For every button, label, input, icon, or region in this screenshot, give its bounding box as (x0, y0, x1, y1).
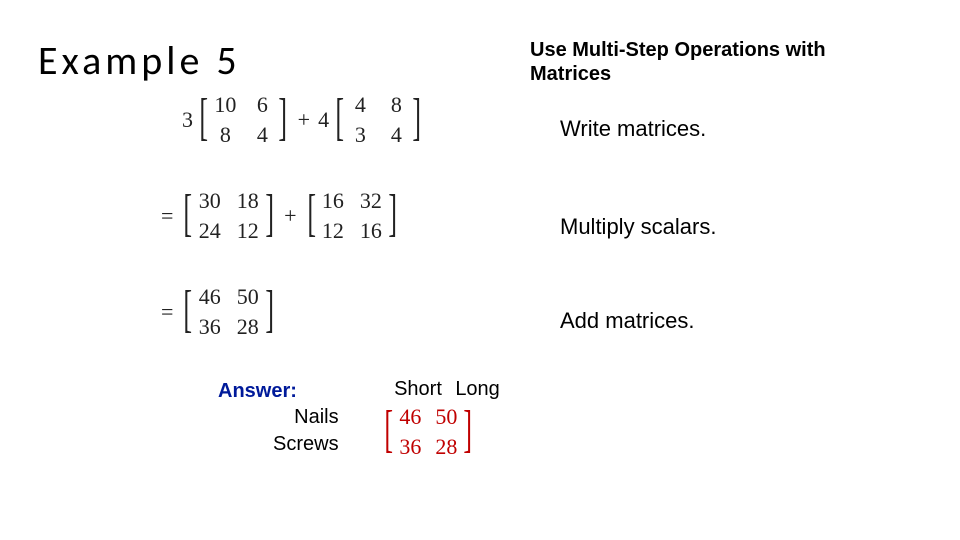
matrix-a1: [ 10 6 8 4 ] (195, 92, 292, 148)
cell: 16 (322, 188, 344, 214)
bracket-left-icon: [ (184, 284, 193, 336)
cell: 12 (322, 218, 344, 244)
matrix-result: [ 46 50 36 28 ] (179, 284, 278, 340)
cell: 6 (252, 92, 272, 118)
bracket-left-icon: [ (384, 404, 393, 456)
bracket-right-icon: ] (388, 188, 397, 240)
step-label-1: Write matrices. (560, 116, 706, 142)
answer-row-labels: Nails Screws (265, 404, 345, 458)
matrix-b1: [ 4 8 3 4 ] (331, 92, 426, 148)
answer-matrix: [ 46 50 36 28 ] (380, 404, 477, 460)
subtitle-line-2: Matrices (530, 63, 611, 85)
cell: 16 (360, 218, 382, 244)
cell: 8 (386, 92, 406, 118)
step-label-3: Add matrices. (560, 308, 695, 334)
row-label-screws: Screws (265, 431, 345, 458)
equation-step-3: = [ 46 50 36 28 ] (155, 284, 278, 340)
equals-operator: = (155, 299, 179, 325)
equals-operator: = (155, 203, 179, 229)
bracket-left-icon: [ (199, 92, 208, 144)
equation-step-2: = [ 30 18 24 12 ] + [ 16 32 12 16 ] (155, 188, 401, 244)
cell: 46 (399, 404, 421, 430)
plus-operator: + (292, 107, 316, 133)
col-header-long: Long (452, 378, 504, 401)
matrix-b2: [ 16 32 12 16 ] (303, 188, 402, 244)
scalar-a: 3 (180, 107, 195, 133)
cell: 24 (199, 218, 221, 244)
bracket-left-icon: [ (335, 92, 344, 144)
answer-label: Answer: (218, 380, 297, 403)
section-heading: Use Multi-Step Operations with Matrices (530, 38, 880, 86)
cell: 18 (237, 188, 259, 214)
cell: 3 (350, 122, 370, 148)
col-header-short: Short (390, 378, 446, 401)
cell: 32 (360, 188, 382, 214)
bracket-right-icon: ] (464, 404, 473, 456)
step-label-2: Multiply scalars. (560, 214, 716, 240)
matrix-a2: [ 30 18 24 12 ] (179, 188, 278, 244)
bracket-left-icon: [ (307, 188, 316, 240)
cell: 46 (199, 284, 221, 310)
bracket-right-icon: ] (279, 92, 288, 144)
bracket-right-icon: ] (265, 284, 274, 336)
slide: Example 5 Use Multi-Step Operations with… (0, 0, 960, 540)
cell: 12 (237, 218, 259, 244)
cell: 50 (435, 404, 457, 430)
subtitle-line-1: Use Multi-Step Operations with (530, 39, 826, 61)
plus-operator: + (278, 203, 302, 229)
scalar-b: 4 (316, 107, 331, 133)
bracket-left-icon: [ (184, 188, 193, 240)
cell: 50 (237, 284, 259, 310)
bracket-right-icon: ] (265, 188, 274, 240)
cell: 10 (214, 92, 236, 118)
bracket-right-icon: ] (413, 92, 422, 144)
answer-column-headers: Short Long (390, 378, 504, 401)
cell: 36 (199, 314, 221, 340)
equation-step-1: 3 [ 10 6 8 4 ] + 4 [ 4 8 3 4 ] (180, 92, 426, 148)
cell: 28 (435, 434, 457, 460)
cell: 30 (199, 188, 221, 214)
cell: 8 (214, 122, 236, 148)
row-label-nails: Nails (265, 404, 345, 431)
cell: 36 (399, 434, 421, 460)
cell: 28 (237, 314, 259, 340)
page-title: Example 5 (38, 36, 241, 85)
cell: 4 (350, 92, 370, 118)
cell: 4 (386, 122, 406, 148)
cell: 4 (252, 122, 272, 148)
